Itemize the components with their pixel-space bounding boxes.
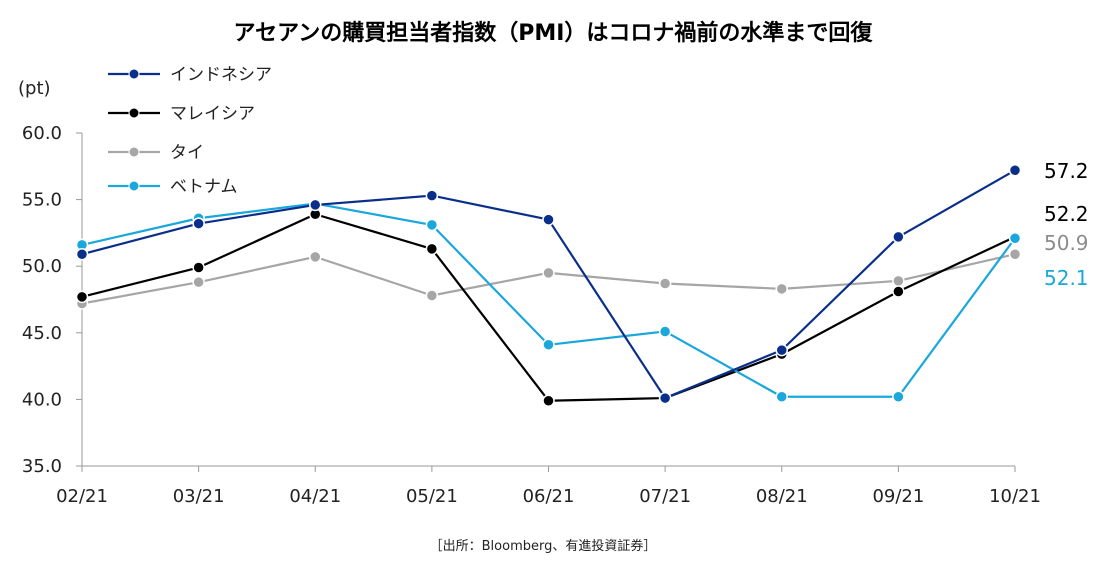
data-point bbox=[1008, 247, 1022, 261]
data-point bbox=[542, 394, 555, 407]
data-point bbox=[892, 285, 905, 298]
data-point bbox=[542, 266, 555, 280]
series-line bbox=[81, 202, 1016, 398]
end-value-label: 52.1 bbox=[1044, 266, 1089, 290]
data-point bbox=[75, 247, 89, 261]
legend-swatch-marker bbox=[128, 68, 140, 80]
data-point bbox=[425, 218, 439, 232]
legend-item: タイ bbox=[108, 143, 204, 163]
series-layer bbox=[75, 164, 1022, 407]
legend-swatch-marker bbox=[128, 146, 140, 158]
y-tick-label: 55.0 bbox=[22, 190, 62, 211]
data-point bbox=[309, 250, 322, 264]
legend-label: マレイシア bbox=[170, 104, 255, 124]
x-tick-label: 04/21 bbox=[289, 486, 341, 507]
y-tick-label: 45.0 bbox=[22, 323, 62, 344]
x-tick-label: 07/21 bbox=[639, 486, 691, 507]
legend-item: インドネシア bbox=[108, 65, 272, 85]
data-point bbox=[892, 230, 905, 244]
series-2 bbox=[75, 247, 1022, 310]
data-point bbox=[75, 290, 89, 304]
series-1 bbox=[75, 208, 1022, 407]
data-point bbox=[542, 213, 555, 226]
axes: 35.0 40.0 45.0 50.0 55.0 60.0 02/21 03/21 04/21 0… bbox=[22, 123, 1041, 507]
x-tick-label: 03/21 bbox=[173, 486, 225, 507]
x-tick-label: 05/21 bbox=[406, 486, 458, 507]
data-point bbox=[1008, 164, 1022, 177]
end-value-label: 57.2 bbox=[1044, 159, 1089, 183]
data-point bbox=[425, 289, 439, 302]
series-0 bbox=[75, 164, 1022, 405]
y-tick-label: 40.0 bbox=[22, 389, 62, 410]
data-point bbox=[425, 242, 439, 256]
x-tick-label: 09/21 bbox=[872, 486, 924, 507]
end-value-label: 50.9 bbox=[1044, 231, 1089, 255]
data-point bbox=[192, 261, 205, 274]
data-point bbox=[775, 390, 788, 403]
data-point bbox=[892, 274, 905, 288]
series-line bbox=[81, 213, 1016, 402]
chart-title: アセアンの購買担当者指数（PMI）はコロナ禍前の水準まで回復 bbox=[234, 20, 874, 46]
legend-label: ベトナム bbox=[170, 177, 238, 197]
data-point bbox=[309, 198, 322, 212]
data-point bbox=[658, 277, 672, 290]
data-point bbox=[1008, 231, 1022, 245]
data-point bbox=[658, 325, 672, 338]
series-line bbox=[81, 169, 1016, 400]
legend-item: マレイシア bbox=[108, 104, 255, 124]
x-tick-label: 06/21 bbox=[523, 486, 575, 507]
x-tick-label: 02/21 bbox=[56, 486, 108, 507]
source-note: ［出所：Bloomberg、有進投資証券］ bbox=[430, 538, 657, 554]
legend-swatch-marker bbox=[128, 107, 140, 119]
x-tick-label: 10/21 bbox=[989, 486, 1041, 507]
data-point bbox=[775, 282, 788, 296]
legend-item: ベトナム bbox=[108, 177, 238, 197]
data-point bbox=[775, 343, 788, 357]
x-tick-label: 08/21 bbox=[756, 486, 808, 507]
end-labels: 57.2 52.2 50.9 52.1 bbox=[1044, 159, 1089, 290]
data-point bbox=[892, 390, 905, 403]
y-tick-label: 60.0 bbox=[22, 123, 62, 144]
legend-label: タイ bbox=[170, 143, 204, 163]
series-3 bbox=[75, 197, 1022, 403]
legend-label: インドネシア bbox=[170, 65, 272, 85]
y-tick-label: 50.0 bbox=[22, 256, 62, 277]
y-axis-unit-label: (pt) bbox=[18, 78, 51, 99]
data-point bbox=[542, 338, 555, 352]
data-point bbox=[658, 391, 672, 405]
end-value-label: 52.2 bbox=[1044, 202, 1089, 226]
data-point bbox=[425, 189, 439, 202]
data-point bbox=[192, 217, 205, 230]
y-tick-label: 35.0 bbox=[22, 456, 62, 477]
legend-swatch-marker bbox=[128, 180, 140, 192]
data-point bbox=[192, 275, 205, 289]
